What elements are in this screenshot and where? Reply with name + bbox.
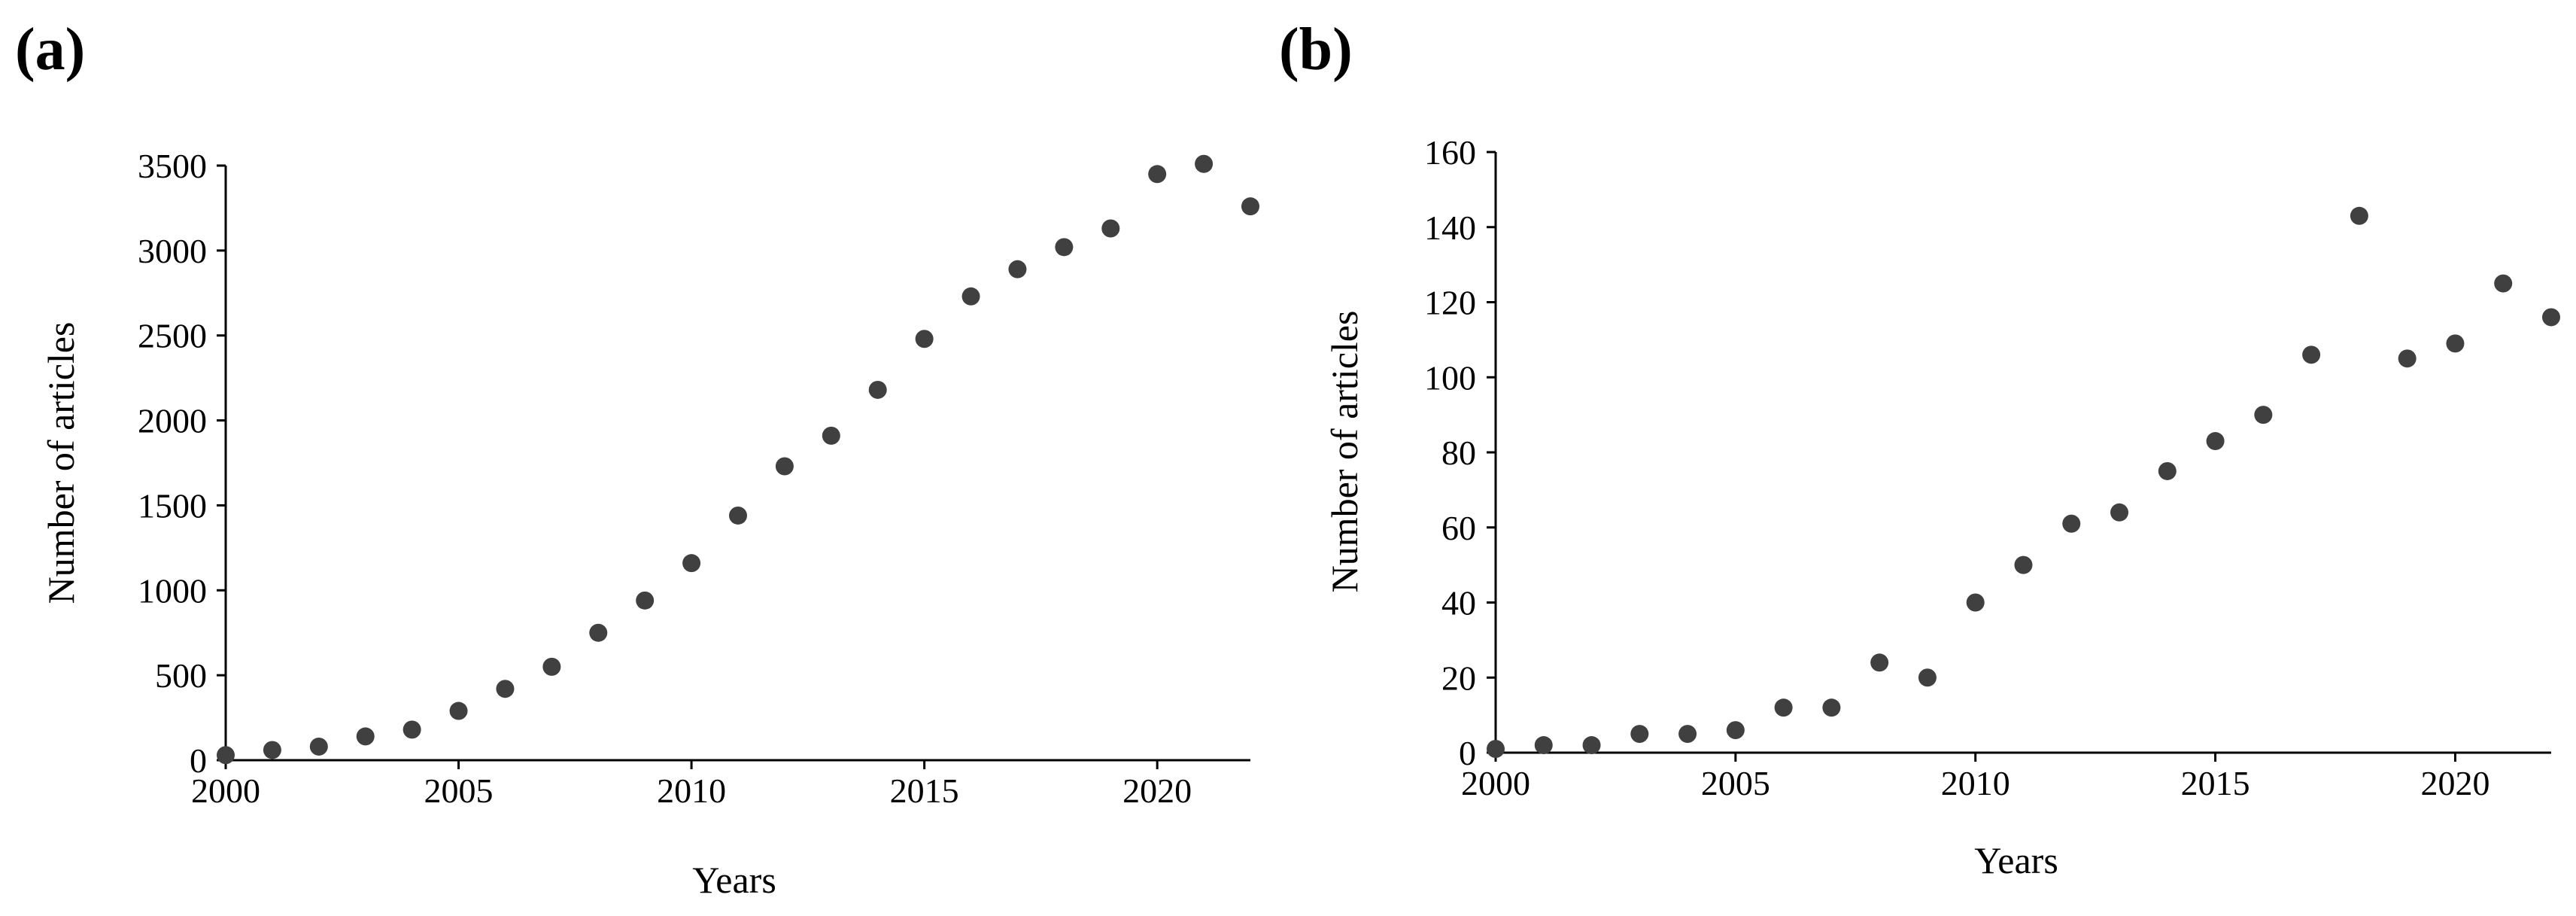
panel-b: (b) 0 20 40 60 80 100 120 140 160 2000 2005 2010 20…: [1279, 17, 2560, 881]
y-tick-label-b: 60: [1441, 509, 1476, 547]
x-tick-label-b: 2005: [1701, 764, 1770, 802]
data-point-a-2010: [682, 554, 701, 573]
y-tick-label-a: 2500: [138, 317, 207, 355]
x-tick-label-b: 2000: [1461, 764, 1530, 802]
data-point-a-2022: [1241, 197, 1259, 216]
data-point-a-2014: [868, 380, 887, 399]
panel-a: (a) 0 500 1000 1500 2000 2500 3000 3500 2000 200…: [15, 17, 1259, 901]
data-point-a-2009: [636, 591, 655, 610]
data-point-b-2004: [1678, 725, 1697, 744]
x-tick-label-a: 2015: [890, 771, 959, 810]
data-point-b-2018: [2350, 206, 2368, 225]
y-tick-label-a: 1500: [138, 486, 207, 525]
x-tick-label-a: 2010: [657, 771, 726, 810]
data-point-b-2017: [2302, 345, 2321, 364]
data-point-a-2000: [217, 746, 235, 765]
data-point-b-2002: [1582, 736, 1601, 755]
data-point-a-2007: [542, 657, 561, 676]
data-point-b-2021: [2494, 274, 2513, 293]
data-point-b-2022: [2542, 308, 2560, 327]
y-tick-label-b: 100: [1424, 358, 1476, 397]
data-point-b-2012: [2062, 514, 2081, 533]
x-axis-title-b: Years: [1974, 839, 2058, 881]
y-axis-title-a: Number of articles: [40, 322, 82, 604]
data-point-b-2015: [2206, 432, 2225, 451]
data-point-b-2011: [2014, 555, 2033, 574]
data-point-b-2005: [1726, 721, 1745, 740]
data-point-b-2001: [1534, 736, 1553, 755]
y-axis-title-b: Number of articles: [1323, 311, 1365, 593]
x-tick-label-b: 2015: [2181, 764, 2250, 802]
data-point-b-2009: [1918, 668, 1937, 687]
data-point-b-2010: [1966, 593, 1985, 612]
x-tick-label-a: 2005: [424, 771, 494, 810]
data-point-a-2006: [496, 680, 515, 698]
data-point-b-2003: [1630, 725, 1649, 744]
x-tick-label-b: 2010: [1941, 764, 2010, 802]
x-tick-label-a: 2020: [1122, 771, 1192, 810]
data-point-b-2016: [2254, 406, 2273, 425]
data-point-a-2021: [1195, 154, 1214, 173]
x-tick-label-a: 2000: [191, 771, 260, 810]
y-tick-label-b: 120: [1424, 284, 1476, 322]
data-point-a-2005: [449, 701, 468, 720]
data-point-b-2008: [1870, 653, 1889, 672]
y-tick-label-b: 80: [1441, 434, 1476, 472]
panel-label-b: (b): [1279, 17, 1353, 83]
panel-label-a: (a): [15, 17, 85, 83]
x-axis-title-a: Years: [692, 859, 776, 901]
data-point-a-2013: [822, 426, 840, 445]
data-point-b-2013: [2110, 503, 2129, 522]
data-point-a-2012: [775, 457, 794, 476]
data-point-a-2002: [309, 737, 328, 756]
y-tick-label-a: 3500: [138, 147, 207, 185]
data-point-b-2020: [2446, 334, 2465, 353]
y-tick-label-b: 140: [1424, 208, 1476, 247]
data-point-a-2003: [356, 727, 375, 746]
y-tick-label-a: 3000: [138, 232, 207, 270]
data-point-a-2019: [1101, 219, 1120, 238]
data-point-b-2000: [1487, 740, 1505, 759]
data-point-b-2019: [2398, 349, 2417, 368]
y-tick-label-b: 20: [1441, 659, 1476, 697]
data-point-b-2014: [2158, 461, 2177, 480]
data-point-a-2017: [1008, 260, 1027, 278]
y-tick-label-b: 40: [1441, 584, 1476, 622]
y-tick-label-a: 500: [155, 656, 207, 695]
y-tick-label-b: 160: [1424, 133, 1476, 172]
data-point-a-2011: [729, 506, 747, 525]
y-tick-label-b: 0: [1459, 734, 1476, 772]
data-point-b-2006: [1774, 698, 1793, 717]
data-point-b-2007: [1822, 698, 1841, 717]
y-tick-label-a: 1000: [138, 571, 207, 610]
x-tick-label-b: 2020: [2420, 764, 2489, 802]
data-point-a-2015: [915, 330, 934, 348]
data-point-a-2018: [1055, 238, 1074, 257]
y-tick-label-a: 0: [190, 741, 207, 780]
data-point-a-2016: [961, 287, 980, 306]
data-point-a-2020: [1148, 165, 1167, 184]
y-tick-label-a: 2000: [138, 402, 207, 440]
data-point-a-2001: [263, 741, 281, 759]
data-point-a-2004: [402, 720, 421, 739]
data-point-a-2008: [589, 623, 608, 642]
